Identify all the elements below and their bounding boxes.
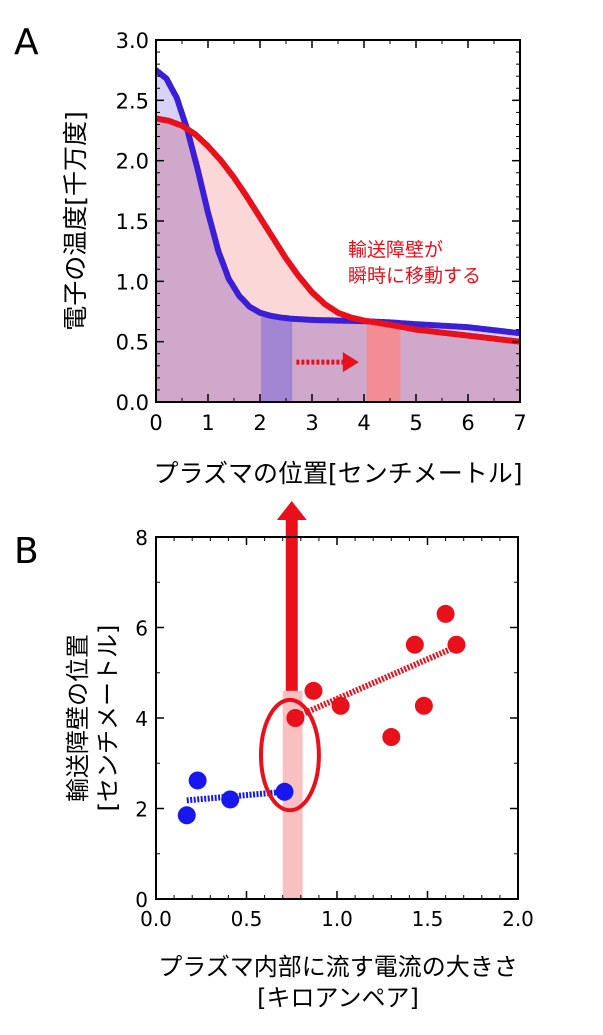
- panel-a-ticks: 0 1 2 3 4 5 6 7 0.0 0.5 1.0 1.5 2.0 2.5 3.0: [116, 29, 527, 435]
- red-data-point: [304, 681, 323, 700]
- y-tick-label: 4: [135, 707, 148, 731]
- y-tick-label: 8: [135, 526, 148, 550]
- jump-arrow-head: [276, 501, 307, 520]
- y-tick-label: 0: [135, 888, 148, 912]
- blue-data-point: [177, 806, 196, 825]
- jump-arrow-shaft: [285, 518, 298, 691]
- red-trend-line: [294, 643, 458, 720]
- panel-b-up-arrow: [276, 501, 307, 691]
- panel-b-frame: [155, 536, 519, 900]
- red-series-line: [156, 115, 520, 345]
- panel-b-trends: [186, 643, 458, 804]
- blue-series-line: [156, 67, 520, 337]
- red-data-point: [382, 728, 401, 747]
- x-tick-label: 1.0: [321, 907, 353, 931]
- x-tick-label: 6: [461, 411, 474, 435]
- x-tick-label: 5: [409, 411, 422, 435]
- panel-b-xlabel-line1: プラズマ内部に流す電流の大きさ: [158, 953, 518, 981]
- panel-b-ylabel-line2: [センチメートル]: [94, 625, 122, 812]
- panel-a-lines: [156, 67, 520, 345]
- panel-a-ylabel: 電子の温度[千万度]: [61, 111, 90, 331]
- y-tick-label: 2: [135, 798, 148, 822]
- panel-b: B 0.0 0.5 1.0 1.5 2.0 0 2 4 6 8 プラズマ内部に流す電流の大きさ […: [14, 501, 534, 1012]
- transition-ellipse: [258, 697, 321, 813]
- panel-b-label: B: [14, 531, 39, 572]
- x-tick-label: 7: [513, 411, 526, 435]
- red-data-point: [286, 709, 305, 727]
- y-tick-label: 2.0: [116, 150, 149, 174]
- y-tick-label: 6: [135, 617, 148, 641]
- red-data-point: [414, 696, 433, 715]
- y-tick-label: 0.5: [116, 331, 149, 355]
- move-arrow-head: [342, 352, 359, 373]
- x-tick-label: 0: [149, 411, 162, 435]
- panel-a-xlabel: プラズマの位置[センチメートル]: [153, 459, 522, 488]
- panel-a-label: A: [14, 22, 39, 63]
- x-tick-label: 1: [201, 411, 214, 435]
- blue-data-point: [188, 771, 207, 790]
- y-tick-label: 1.0: [116, 270, 149, 294]
- x-tick-label: 3: [305, 411, 318, 435]
- x-tick-label: 1.5: [412, 907, 444, 931]
- x-tick-label: 2.0: [502, 907, 534, 931]
- panel-a-bands: [261, 316, 401, 402]
- panel-b-ylabel-line1: 輸送障壁の位置: [64, 634, 92, 802]
- red-data-point: [331, 696, 350, 715]
- y-tick-label: 1.5: [116, 210, 149, 234]
- y-tick-label: 3.0: [116, 29, 149, 53]
- panel-b-xlabel-line2: [キロアンペア]: [257, 984, 419, 1012]
- barrier-band-2: [366, 323, 401, 402]
- blue-data-point: [275, 782, 294, 801]
- x-tick-label: 4: [357, 411, 370, 435]
- panel-a-fills: [156, 70, 520, 402]
- x-tick-label: 0.5: [231, 907, 263, 931]
- red-data-point: [405, 635, 424, 654]
- y-tick-label: 2.5: [116, 89, 149, 113]
- panel-a-arrow: [296, 352, 359, 373]
- y-tick-label: 0.0: [116, 391, 149, 415]
- annotation-line-2: 瞬時に移動する: [348, 265, 481, 287]
- panel-b-ellipse: [258, 697, 321, 813]
- barrier-band-1: [261, 316, 293, 402]
- panel-b-ticks: 0.0 0.5 1.0 1.5 2.0 0 2 4 6 8: [135, 526, 534, 931]
- blue-data-point: [221, 790, 240, 809]
- x-tick-label: 2: [253, 411, 266, 435]
- red-data-point: [447, 635, 466, 654]
- panel-b-points: [177, 604, 466, 825]
- red-data-point: [436, 604, 455, 623]
- x-tick-label: 0.0: [140, 907, 172, 931]
- annotation-line-1: 輸送障壁が: [348, 239, 443, 261]
